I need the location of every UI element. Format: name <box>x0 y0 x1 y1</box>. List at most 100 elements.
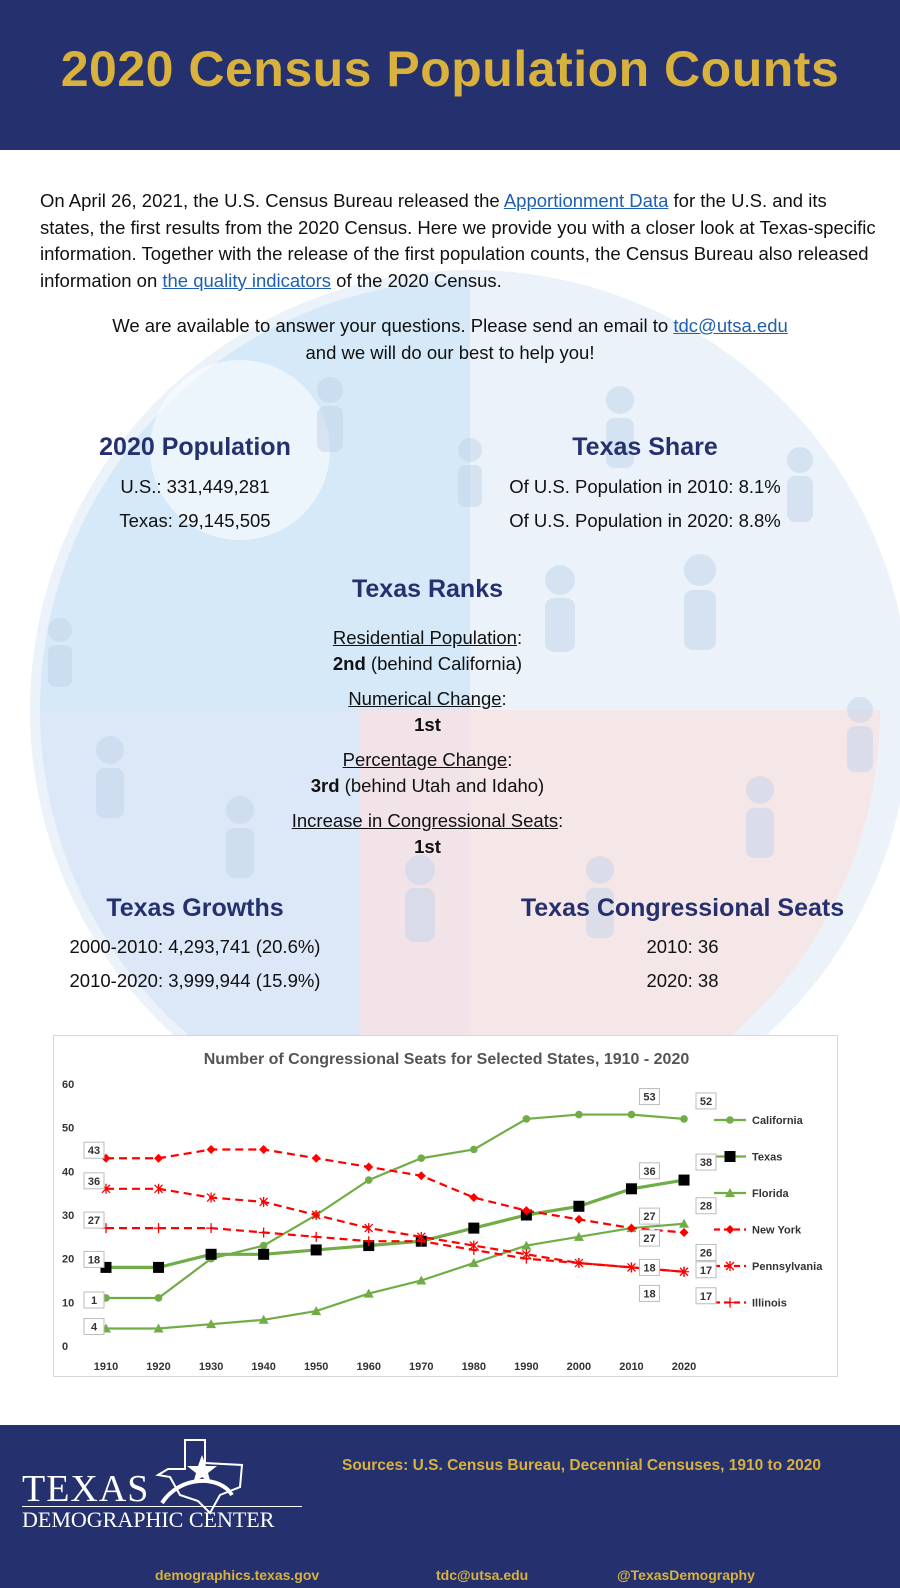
data-point <box>626 1262 637 1273</box>
data-point <box>258 1227 269 1238</box>
marker-circle <box>417 1154 426 1163</box>
data-point <box>679 1227 689 1237</box>
data-point <box>206 1223 217 1234</box>
marker-plus <box>258 1227 269 1238</box>
sources-text: Sources: U.S. Census Bureau, Decennial C… <box>342 1457 821 1474</box>
data-label-box <box>83 1318 105 1336</box>
background-illustration <box>30 270 900 1050</box>
y-tick-label: 0 <box>62 1341 68 1353</box>
data-label-text: 36 <box>643 1166 655 1178</box>
data-point <box>311 1231 322 1242</box>
data-point <box>679 1218 689 1228</box>
data-label-box <box>83 1141 105 1159</box>
email-link[interactable]: tdc@utsa.edu <box>673 315 788 336</box>
data-label-box <box>83 1211 105 1229</box>
data-label-box <box>638 1258 660 1276</box>
seats-2020: 2020: 38 <box>646 970 719 991</box>
data-point <box>206 1192 216 1203</box>
marker-circle <box>575 1110 583 1119</box>
marker-square <box>310 1244 322 1256</box>
apportionment-data-link[interactable]: Apportionment Data <box>503 190 669 211</box>
marker-square <box>258 1248 270 1260</box>
marker-triangle <box>468 1258 479 1268</box>
series-line <box>106 1178 685 1269</box>
chart-title: Number of Congressional Seats for Select… <box>204 1051 690 1068</box>
data-point <box>153 1223 164 1234</box>
data-point <box>310 1244 322 1256</box>
marker-plus <box>626 1262 637 1273</box>
data-point <box>522 1115 531 1123</box>
footer-email-link[interactable]: tdc@utsa.edu <box>436 1567 529 1583</box>
data-point <box>154 1183 164 1194</box>
marker-x <box>259 1196 269 1207</box>
marker-triangle <box>206 1319 217 1329</box>
data-label-box <box>83 1172 105 1190</box>
data-label: 18 <box>638 1258 660 1276</box>
data-label-box <box>638 1088 660 1106</box>
data-label-text: 18 <box>88 1254 100 1266</box>
data-label: 27 <box>83 1211 105 1229</box>
marker-triangle <box>573 1231 584 1241</box>
data-label-text: 53 <box>643 1092 655 1104</box>
data-point <box>521 1240 532 1250</box>
marker-plus <box>363 1236 374 1247</box>
series-line <box>106 1113 685 1300</box>
social-handle-link[interactable]: @TexasDemography <box>617 1567 755 1583</box>
intro-text: On April 26, 2021, the U.S. Census Burea… <box>40 190 504 211</box>
data-point <box>626 1223 636 1233</box>
marker-circle <box>522 1115 531 1123</box>
marker-circle <box>470 1145 478 1154</box>
quality-indicators-link[interactable]: the quality indicators <box>162 269 332 291</box>
marker-x <box>364 1223 374 1234</box>
data-point <box>726 1116 734 1124</box>
legend-label: Illinois <box>752 1298 787 1310</box>
contact-text: and we will do our best to help you! <box>305 341 595 363</box>
legend-label: New York <box>752 1225 802 1237</box>
series-line <box>106 1227 685 1273</box>
data-point <box>206 1145 216 1154</box>
data-point <box>468 1258 479 1268</box>
page-header: 2020 Census Population Counts <box>0 0 900 150</box>
marker-x <box>311 1210 321 1220</box>
contact-text: We are available to answer your question… <box>112 315 674 336</box>
marker-square <box>678 1174 690 1186</box>
marker-circle <box>364 1176 373 1184</box>
data-point <box>153 1261 165 1273</box>
marker-triangle <box>416 1275 427 1285</box>
rank-label: Residential Population <box>332 627 517 648</box>
website-link[interactable]: demographics.texas.gov <box>155 1567 320 1583</box>
rank-value: 1st <box>414 714 441 735</box>
data-point <box>417 1154 426 1163</box>
data-point <box>575 1110 583 1119</box>
data-label: 52 <box>695 1092 717 1110</box>
marker-diamond <box>364 1162 374 1172</box>
data-point <box>311 1153 321 1163</box>
ranks-title: Texas Ranks <box>351 575 503 603</box>
marker-square <box>468 1222 480 1234</box>
data-point <box>259 1145 269 1154</box>
share-title: Texas Share <box>572 433 718 461</box>
series-new-york <box>101 1145 746 1237</box>
data-point <box>416 1171 426 1181</box>
data-point <box>101 1153 111 1163</box>
data-label: 17 <box>695 1261 717 1279</box>
intro-text: of the 2020 Census. <box>331 269 502 291</box>
marker-square <box>153 1261 165 1273</box>
data-label-text: 17 <box>700 1291 712 1303</box>
data-label: 28 <box>695 1197 717 1215</box>
rank-label: Numerical Change <box>348 688 502 709</box>
data-label-box <box>695 1287 717 1305</box>
data-point <box>678 1174 690 1186</box>
rank-value: 2nd <box>332 653 366 674</box>
data-label-text: 52 <box>700 1096 712 1108</box>
data-point <box>364 1162 374 1172</box>
data-label-box <box>695 1092 717 1110</box>
texas-logo-icon <box>155 1439 244 1515</box>
data-point <box>573 1258 584 1269</box>
rank-item: Percentage Change: 3rd (behind Utah and I… <box>310 749 545 796</box>
marker-triangle <box>521 1240 532 1250</box>
data-point <box>364 1223 374 1234</box>
marker-triangle <box>153 1323 164 1333</box>
data-label-text: 27 <box>88 1215 100 1227</box>
marker-triangle <box>679 1218 689 1228</box>
